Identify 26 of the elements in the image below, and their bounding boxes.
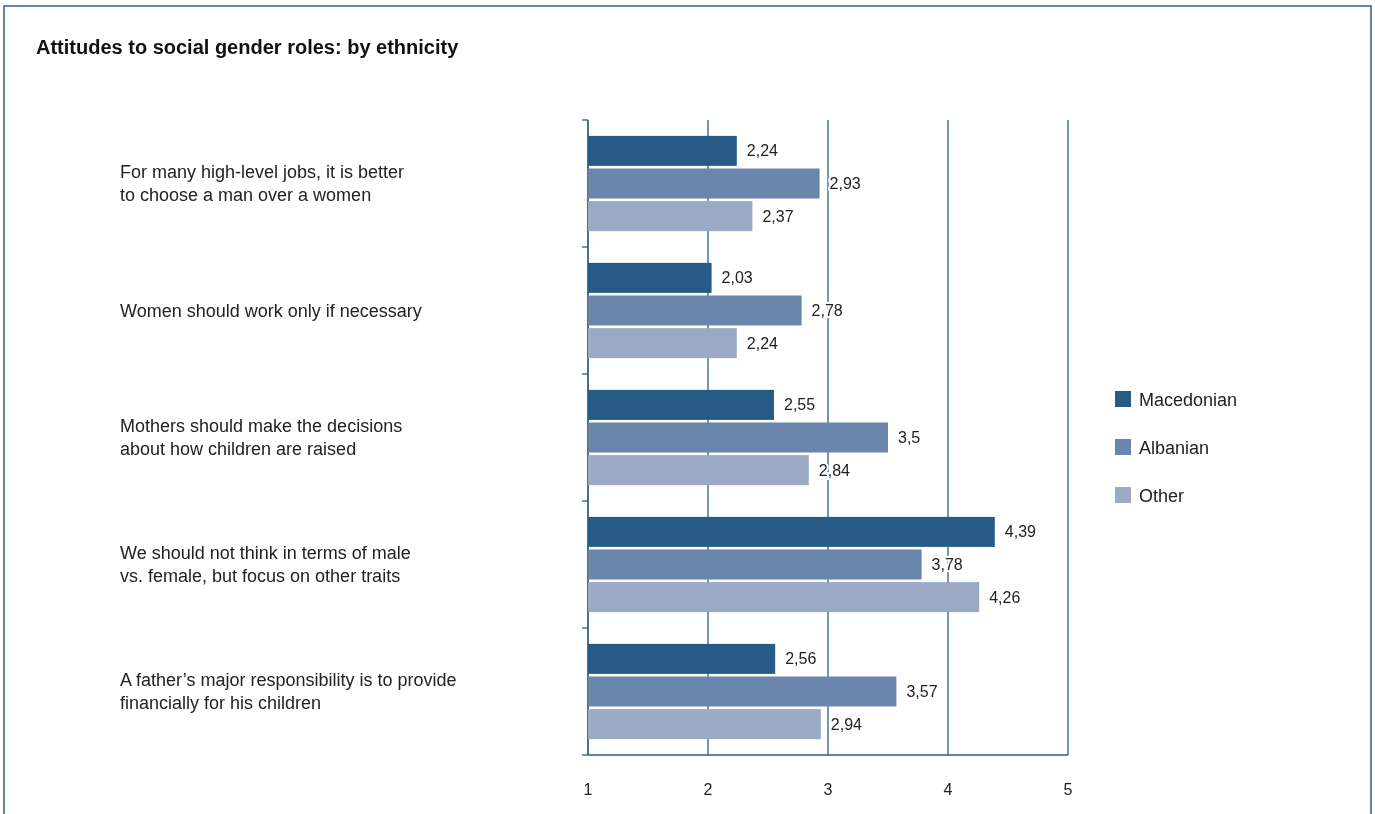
x-tick-label: 1 [583, 781, 593, 798]
legend-label: Other [1139, 486, 1185, 506]
y-tick-label: A father’s major responsibility is to provide financially for his children [120, 670, 457, 713]
data-label: 2,03 [721, 269, 753, 287]
x-tick-label: 4 [943, 781, 953, 798]
data-label: 2,24 [746, 334, 779, 352]
y-tick-label: We should not think in terms of male vs. female, but focus on other traits [120, 543, 411, 586]
text: Attitudes to social gender roles: by ethnicity [36, 36, 460, 58]
data-label: 4,39 [1004, 523, 1037, 541]
data-label: 2,37 [762, 207, 794, 225]
data-label: 3,5 [898, 429, 921, 447]
legend-label: Albanian [1139, 438, 1210, 458]
x-tick-label: 2 [703, 781, 713, 798]
legend-label: Macedonian [1139, 390, 1238, 410]
data-label: 4,26 [989, 588, 1021, 606]
data-label: 2,24 [746, 142, 779, 160]
data-label: 2,55 [784, 396, 816, 414]
data-label: 3,57 [906, 683, 938, 701]
data-label: 2,56 [785, 650, 817, 668]
data-label: 2,93 [829, 175, 861, 193]
y-tick-label: For many high-level jobs, it is better to choose a man over a women [120, 162, 405, 205]
x-tick-label: 5 [1063, 781, 1073, 798]
y-tick-label: Women should work only if necessary [120, 300, 422, 321]
data-label: 2,94 [830, 715, 863, 733]
x-tick-label: 3 [823, 781, 833, 798]
y-tick-label: Mothers should make the decisions about how children are raised [120, 416, 403, 459]
